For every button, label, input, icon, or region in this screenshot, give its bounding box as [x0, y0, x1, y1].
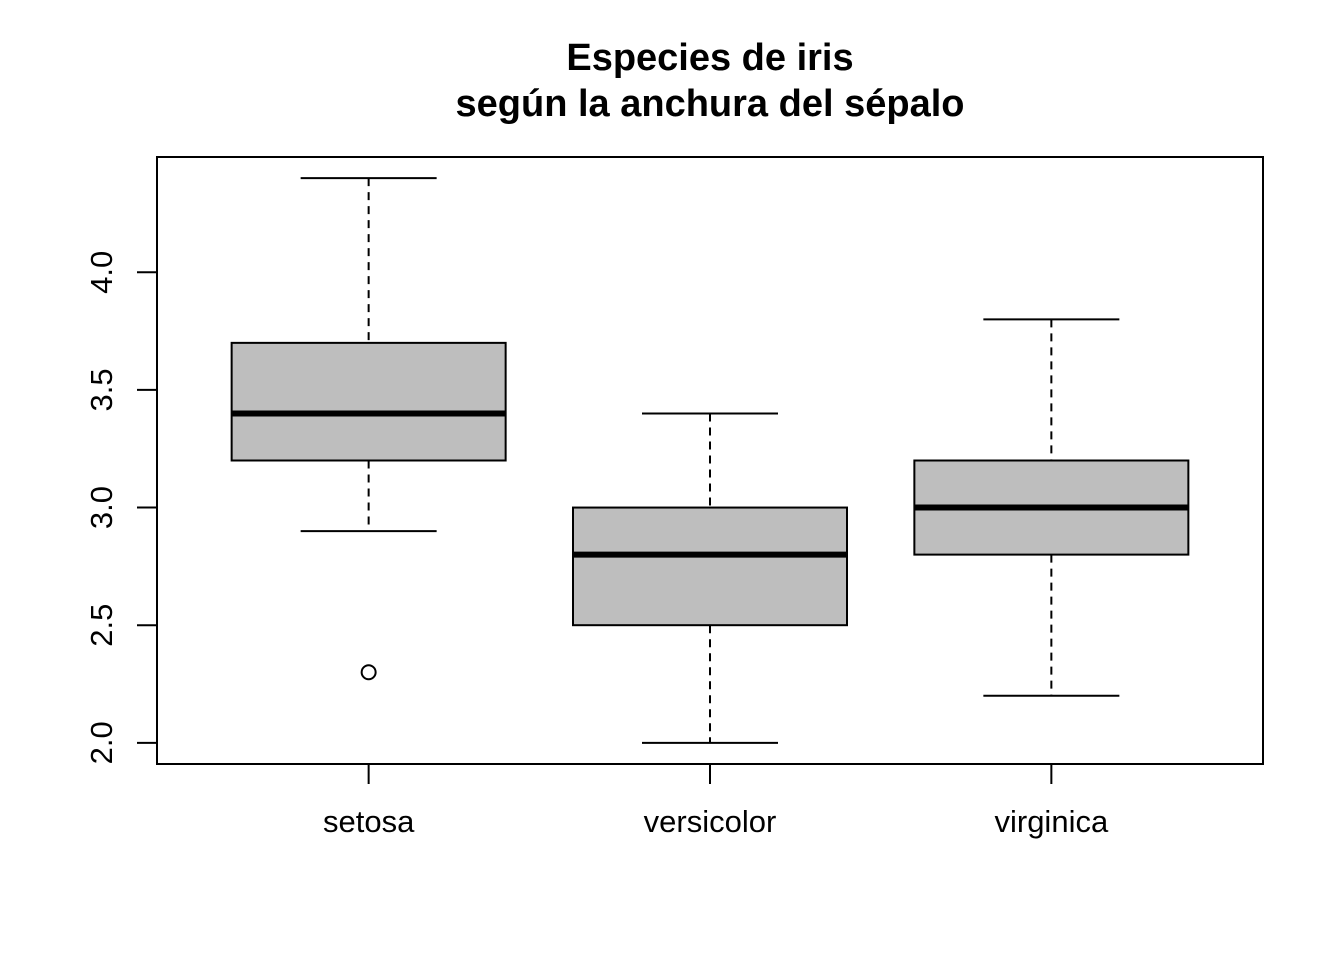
- y-tick-label: 3.5: [84, 368, 119, 411]
- iqr-box: [230, 341, 507, 462]
- x-tick-label-setosa: setosa: [323, 804, 415, 839]
- y-tick-label: 2.5: [84, 604, 119, 647]
- y-tick-label: 3.0: [84, 486, 119, 529]
- y-axis: 2.0 2.5 3.0 3.5 4.0: [84, 251, 158, 764]
- iqr-box: [572, 506, 848, 627]
- outlier-point: [360, 664, 377, 681]
- box-setosa: [230, 177, 507, 681]
- y-tick-label: 2.0: [84, 721, 119, 764]
- box-versicolor: [572, 412, 848, 744]
- boxes-layer: [230, 177, 1190, 744]
- x-axis: setosa versicolor virginica: [323, 764, 1109, 839]
- y-tick-label: 4.0: [84, 251, 119, 294]
- chart-title-line-2: según la anchura del sépalo: [456, 83, 965, 125]
- x-tick-label-virginica: virginica: [994, 804, 1108, 839]
- chart-title-line-1: Especies de iris: [566, 37, 853, 79]
- box-virginica: [913, 318, 1190, 697]
- x-tick-label-versicolor: versicolor: [644, 804, 777, 839]
